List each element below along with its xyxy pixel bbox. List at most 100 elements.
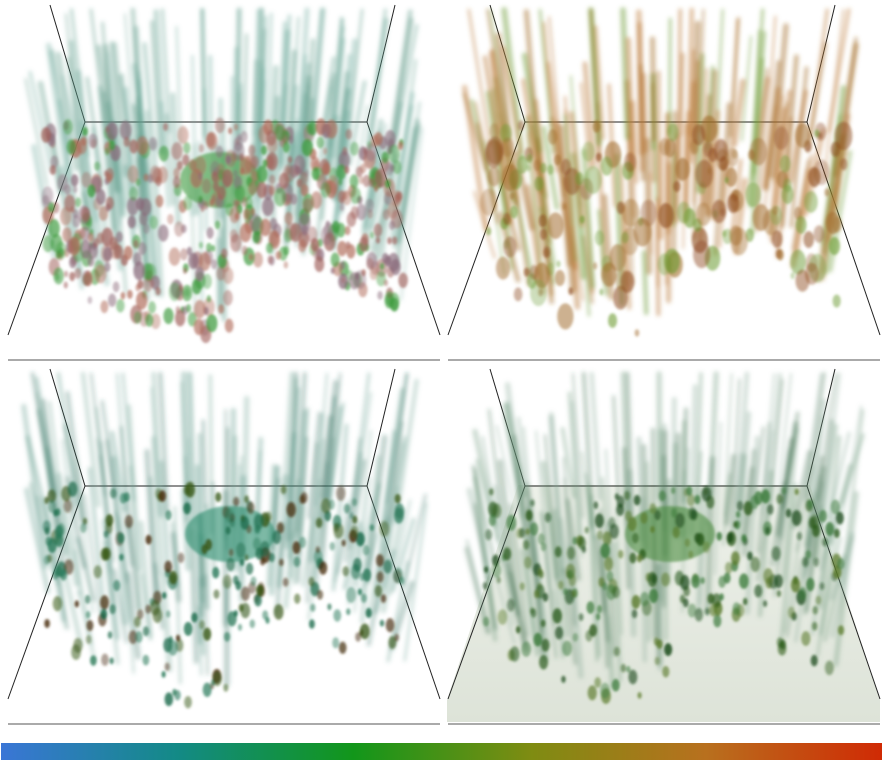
blob [312,167,320,180]
blob [686,486,692,496]
blob [640,592,649,607]
blob [235,185,245,201]
blob [226,558,235,572]
blob [134,311,142,323]
blob [113,580,120,591]
blob [241,516,250,530]
blob [245,197,253,209]
blob [743,598,748,605]
blob [177,126,188,144]
blob [492,563,501,577]
blob [171,142,182,160]
blob [64,271,68,278]
blob [519,528,525,538]
blob [53,596,62,611]
streak [592,374,600,498]
blob [120,121,132,140]
blob [93,238,99,247]
blob [384,279,388,286]
blob [502,164,519,191]
streak [653,39,654,139]
blob [795,123,811,148]
blob [488,166,501,186]
blob [145,314,153,327]
blob [221,248,227,258]
blob [350,174,359,188]
blob [795,488,799,495]
blob [621,664,626,673]
blob [386,618,395,632]
blob [137,136,149,155]
blob [244,495,249,503]
blob [778,642,787,656]
blob [584,166,602,194]
blob [322,124,331,138]
blob [380,263,385,270]
blob [162,592,166,599]
blob [199,242,203,249]
blob [812,622,817,631]
blob [531,608,537,617]
blob [88,296,93,303]
blob [739,573,749,589]
blob [250,619,255,628]
blob [283,578,289,587]
blob [289,136,294,144]
blob [150,600,160,616]
blob [539,655,548,670]
blob [87,256,94,267]
blob [379,521,389,537]
blob [224,632,230,642]
blob [100,609,107,620]
blob [240,223,252,242]
blob [351,206,359,219]
blob [292,541,300,554]
blob [782,487,787,494]
blob [732,602,740,615]
blob [398,273,408,288]
blob [233,170,238,177]
blob [247,502,255,514]
blob [538,533,545,544]
blob [135,284,140,291]
blob [765,527,770,535]
blob [637,554,642,562]
blob [664,643,672,656]
blob [294,557,301,568]
blob [667,123,678,141]
volume-render-grid [0,0,883,761]
blob [88,134,97,149]
blob [727,194,739,214]
blob [392,236,397,244]
blob [355,632,361,641]
blob [146,535,152,545]
blob [503,236,516,257]
blob [106,122,117,140]
blob [593,501,598,509]
blob [747,552,752,561]
streak [644,75,646,151]
blob [632,595,641,609]
blob [50,165,56,175]
blob [242,246,248,256]
blob [370,232,374,239]
blob [288,156,293,163]
blob [530,499,534,506]
blob [183,142,190,154]
blob [322,162,330,175]
blob [563,588,567,595]
blob [103,547,111,560]
blob [69,272,75,281]
blob [649,589,658,603]
streak [237,10,238,131]
blob [730,227,747,255]
streak [203,421,205,508]
blob [350,187,361,204]
blob [389,220,395,230]
blob [600,543,609,558]
blob [814,225,825,243]
blob [788,607,795,618]
blob [671,508,677,517]
blob [268,185,275,195]
blob [524,556,531,568]
